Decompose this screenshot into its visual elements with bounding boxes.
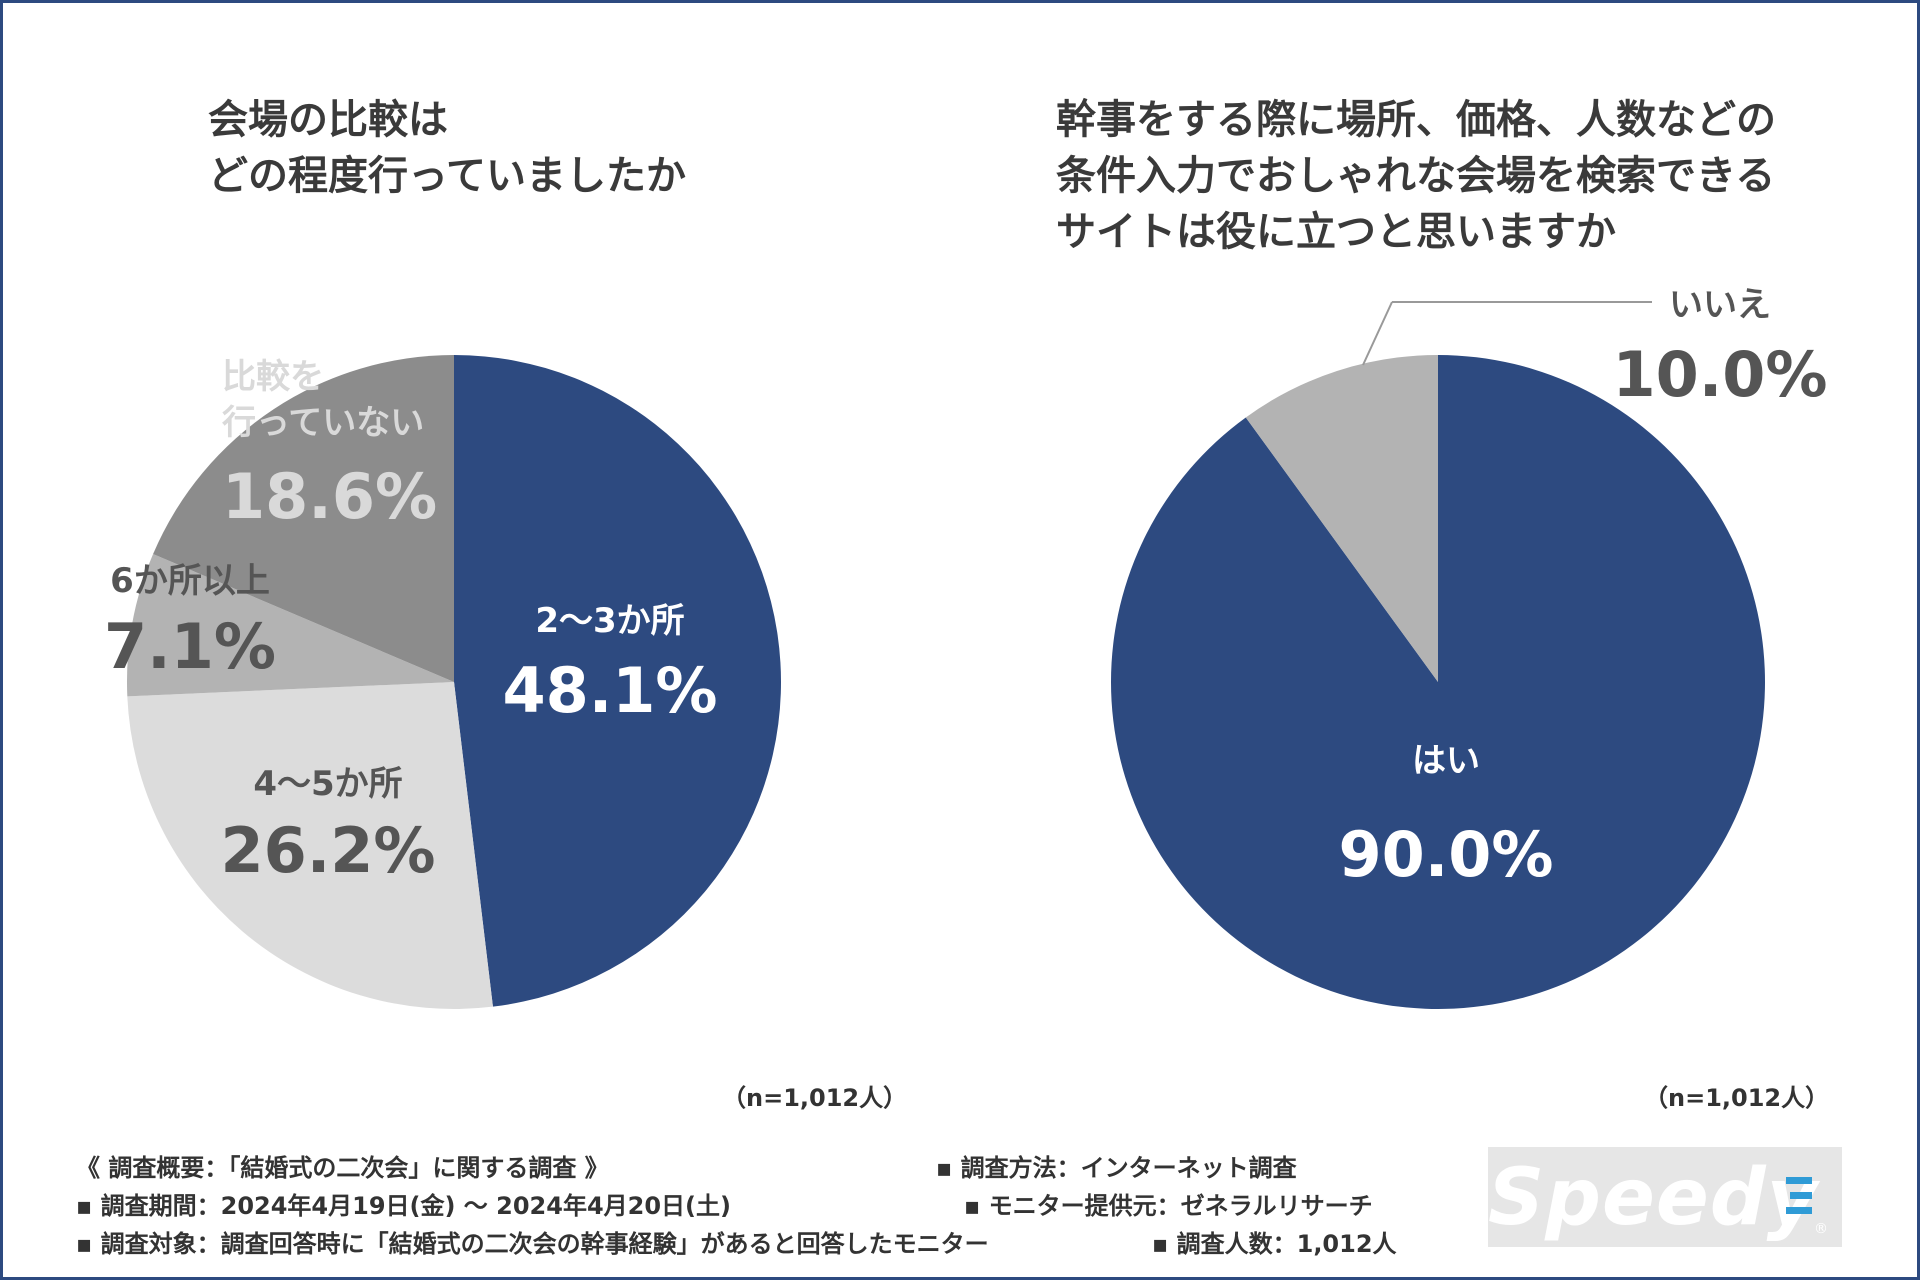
registered-mark: ® <box>1814 1221 1828 1237</box>
pie-slice-0-0 <box>454 355 782 1007</box>
footer-summary: 《 調査概要：「結婚式の二次会」に関する調査 》 <box>76 1154 609 1182</box>
footer-method: ▪ 調査方法：インターネット調査 <box>936 1154 1297 1182</box>
pie-labels-right: はい 90.0% いいえ 10.0% <box>1338 285 1827 891</box>
footer-count: ▪ 調査人数：1,012人 <box>1152 1230 1397 1258</box>
pie-slice-0-1 <box>127 682 493 1009</box>
slice-label-0-2-0: 6か所以上 <box>110 561 270 601</box>
speedy-logo: Speedy ® <box>1488 1147 1842 1247</box>
slice-label-0-3-0: 比較を <box>222 357 324 397</box>
logo-bars-icon <box>1786 1177 1812 1214</box>
pie-slice-0-2 <box>127 554 455 697</box>
pie-chart-right <box>1110 355 1765 1010</box>
slice-label-1-1-0: いいえ <box>1669 285 1771 325</box>
pie-slice-1-1 <box>1245 355 1438 682</box>
sample-size-left: （n=1,012人） <box>722 1084 908 1112</box>
footer-provider: ▪ モニター提供元：ゼネラルリサーチ <box>964 1192 1373 1220</box>
footer-period: ▪ 調査期間：2024年4月19日(金) 〜 2024年4月20日(土) <box>76 1192 731 1220</box>
pie-chart-left <box>127 355 782 1009</box>
pie-slice-0-3 <box>153 355 455 682</box>
logo-text: Speedy <box>1488 1153 1819 1243</box>
chart-title-left: 会場の比較は どの程度行っていましたか <box>208 97 686 199</box>
footer-target: ▪ 調査対象：調査回答時に「結婚式の二次会の幹事経験」があると回答したモニター <box>76 1230 989 1258</box>
sample-size-right: （n=1,012人） <box>1644 1084 1830 1112</box>
slice-value-0-3: 18.6% <box>222 460 437 533</box>
slice-label-1-0-0: はい <box>1412 741 1480 781</box>
slice-value-0-2: 7.1% <box>104 610 276 683</box>
slice-label-0-0-0: 2〜3か所 <box>535 601 684 641</box>
slice-label-0-3-1: 行っていない <box>222 403 424 443</box>
leader-line-no <box>1362 301 1393 366</box>
slice-value-0-1: 26.2% <box>220 814 435 887</box>
slice-value-0-0: 48.1% <box>502 654 717 727</box>
slice-label-0-1-0: 4〜5か所 <box>253 764 402 804</box>
slice-value-1-1: 10.0% <box>1612 338 1827 411</box>
chart-title-right: 幹事をする際に場所、価格、人数などの 条件入力でおしゃれな会場を検索できる サイ… <box>1056 97 1776 255</box>
slice-value-1-0: 90.0% <box>1338 818 1553 891</box>
